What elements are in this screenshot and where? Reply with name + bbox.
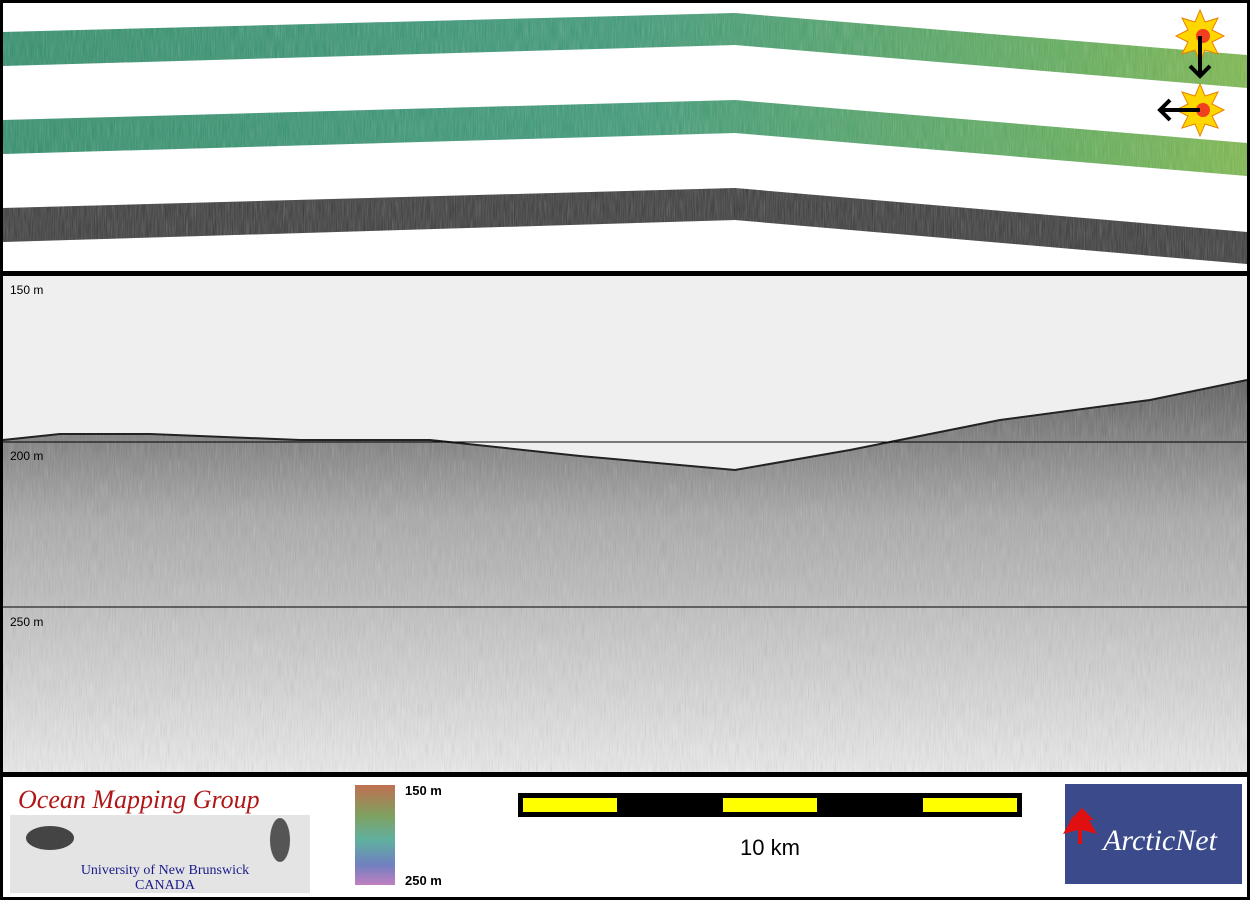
colorbar-label: 150 m	[405, 783, 442, 798]
arcticnet-logo: ArcticNet	[1063, 784, 1242, 884]
omg-logo: Ocean Mapping Group University of New Br…	[10, 785, 310, 893]
sun-direction-icons	[1157, 8, 1226, 138]
partner-name: ArcticNet	[1101, 824, 1218, 857]
university: University of New Brunswick	[81, 863, 249, 878]
scale-bar	[518, 793, 1022, 817]
group-name: Ocean Mapping Group	[18, 785, 260, 814]
seismic-section	[2, 379, 1248, 772]
country: CANADA	[135, 878, 196, 893]
colorbar	[355, 785, 395, 885]
scale-label: 10 km	[740, 835, 800, 860]
depth-label: 250 m	[10, 615, 43, 629]
depth-label: 150 m	[10, 283, 43, 297]
depth-label: 200 m	[10, 449, 43, 463]
colorbar-label: 250 m	[405, 873, 442, 888]
swath-strips	[3, 13, 1247, 264]
